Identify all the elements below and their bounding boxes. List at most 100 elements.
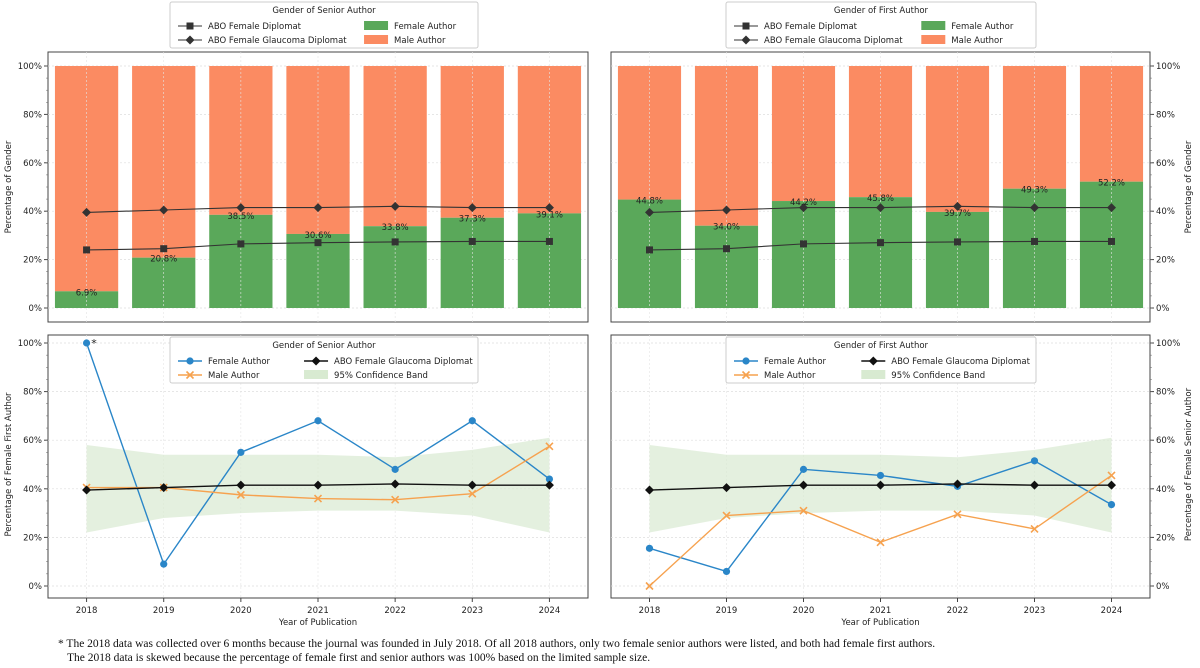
senior-line-glaucoma-marker — [313, 480, 323, 490]
senior-line-female-marker — [237, 448, 245, 456]
first-bar-ytick-label: 20% — [1156, 256, 1175, 266]
senior-bar-ytick-label: 100% — [18, 62, 42, 72]
first-line-legend-title: Gender of First Author — [834, 341, 929, 351]
senior-line-xtick-label: 2020 — [230, 606, 252, 616]
first-bar-data-label: 44.8% — [636, 197, 663, 207]
first-line-female-marker — [876, 471, 885, 480]
senior-bar-data-label: 20.8% — [150, 255, 177, 265]
senior-line-legend — [169, 336, 479, 384]
first-bar-glaucoma-marker — [876, 203, 885, 213]
senior-line-xlabel: Year of Publication — [278, 618, 357, 628]
first-bar-legend-marker — [742, 22, 750, 30]
senior-bar-legend-title: Gender of Senior Author — [272, 6, 376, 16]
senior-line-legend-marker — [186, 357, 194, 365]
senior-line-ytick-label: 80% — [23, 388, 42, 398]
first-bar-diplomat-marker — [800, 240, 807, 248]
senior-bar-legend-marker — [185, 35, 195, 45]
senior-bar-ytick-label: 60% — [23, 159, 42, 169]
first-line-male-marker — [722, 511, 731, 520]
first-line-xtick-label: 2024 — [1101, 606, 1123, 616]
footnote-line-2: The 2018 data is skewed because the perc… — [67, 652, 651, 664]
first-line-male-marker — [1030, 524, 1039, 533]
senior-line-glaucoma-marker — [236, 480, 246, 490]
senior-bar-legend-label: Female Author — [394, 22, 457, 32]
first-line-legend-marker — [741, 370, 751, 380]
senior-bar-bar-female — [54, 291, 119, 308]
first-line-male-marker — [645, 581, 654, 591]
first-bar-legend-swatch — [921, 35, 946, 44]
senior-bar-ytick-label: 80% — [23, 110, 42, 120]
senior-line-ytick-label: 40% — [23, 485, 42, 495]
first-bar-legend-label: ABO Female Diplomat — [764, 22, 858, 32]
first-line-xtick-label: 2019 — [716, 606, 738, 616]
first-bar-legend-swatch — [921, 21, 946, 30]
senior-line-female-marker — [545, 475, 554, 483]
senior-bar-legend-swatch — [364, 35, 389, 44]
senior-bar-data-label: 33.8% — [382, 223, 409, 233]
first-line-legend-swatch — [861, 370, 886, 379]
senior-line-xtick-label: 2022 — [384, 606, 406, 616]
senior-line-xtick-label: 2023 — [461, 606, 483, 616]
first-line-glaucoma-marker — [799, 480, 808, 490]
first-bar-legend — [725, 1, 1037, 49]
senior-line-glaucoma-marker — [82, 485, 92, 495]
first-bar-data-label: 39.7% — [944, 209, 971, 219]
senior-line-ytick-label: 60% — [23, 436, 42, 446]
senior-bar-legend-swatch — [364, 21, 389, 30]
senior-bar-data-label: 30.6% — [304, 231, 331, 241]
first-line-male-marker — [799, 506, 808, 515]
first-bar-diplomat-marker — [1031, 237, 1038, 245]
first-bar-ytick-label: 60% — [1156, 159, 1175, 169]
first-bar-glaucoma-marker — [1030, 203, 1039, 213]
first-line-ytick-label: 0% — [1156, 582, 1170, 592]
first-line-legend — [725, 336, 1037, 384]
first-line-xtick-label: 2023 — [1024, 606, 1046, 616]
first-bar-glaucoma-marker — [1107, 203, 1116, 213]
senior-bar-glaucoma-marker — [544, 203, 554, 213]
senior-bar-legend-label: ABO Female Glaucoma Diplomat — [208, 36, 347, 46]
senior-line-legend-label: Male Author — [208, 371, 260, 381]
first-line-glaucoma-marker — [722, 483, 731, 493]
first-line-legend-label: ABO Female Glaucoma Diplomat — [891, 357, 1030, 367]
first-line-legend-label: Male Author — [764, 371, 816, 381]
senior-bar-diplomat-marker — [83, 246, 91, 254]
first-line-xtick-label: 2021 — [870, 606, 892, 616]
footnote: * The 2018 data was collected over 6 mon… — [58, 637, 1188, 665]
first-line-male-marker — [876, 538, 885, 547]
senior-bar-diplomat-marker — [237, 240, 245, 248]
senior-line-legend-marker — [311, 356, 321, 366]
senior-bar-glaucoma-marker — [82, 207, 92, 217]
first-line-ytick-label: 20% — [1156, 533, 1175, 543]
senior-bar-legend — [169, 1, 479, 49]
first-line-legend-label: 95% Confidence Band — [891, 371, 985, 381]
first-line-xlabel: Year of Publication — [840, 618, 919, 628]
first-line-ytick-label: 80% — [1156, 388, 1175, 398]
senior-line-ytick-label: 0% — [29, 582, 43, 592]
senior-line-male-marker — [468, 489, 477, 498]
senior-line-male-marker — [313, 494, 323, 503]
first-bar-diplomat-marker — [954, 238, 961, 246]
first-line-glaucoma-marker — [1030, 480, 1039, 490]
first-line-female-marker — [799, 465, 808, 473]
first-line-legend-marker — [742, 357, 750, 365]
first-bar-legend-label: Male Author — [951, 36, 1003, 46]
first-bar-data-label: 44.2% — [790, 198, 817, 208]
senior-line-legend-label: Female Author — [208, 357, 271, 367]
senior-bar-data-label: 38.5% — [227, 212, 254, 222]
senior-line-xtick-label: 2018 — [76, 606, 98, 616]
first-bar-glaucoma-marker — [645, 207, 654, 217]
first-line-female-marker — [645, 544, 654, 552]
first-line-glaucoma-marker — [645, 485, 654, 495]
first-bar-ytick-label: 80% — [1156, 110, 1175, 120]
first-bar-data-label: 34.0% — [713, 223, 740, 233]
first-bar-glaucoma-marker — [722, 205, 731, 215]
senior-bar-diplomat-marker — [545, 237, 553, 245]
senior-bar-diplomat-marker — [314, 239, 322, 247]
first-bar-data-label: 49.3% — [1021, 186, 1048, 196]
senior-line-ytick-label: 100% — [18, 339, 42, 349]
senior-line-ylabel: Percentage of Female First Author — [4, 392, 14, 537]
senior-bar-legend-label: ABO Female Diplomat — [208, 22, 302, 32]
first-line-legend-label: Female Author — [764, 357, 827, 367]
senior-line-female-marker — [314, 417, 322, 425]
